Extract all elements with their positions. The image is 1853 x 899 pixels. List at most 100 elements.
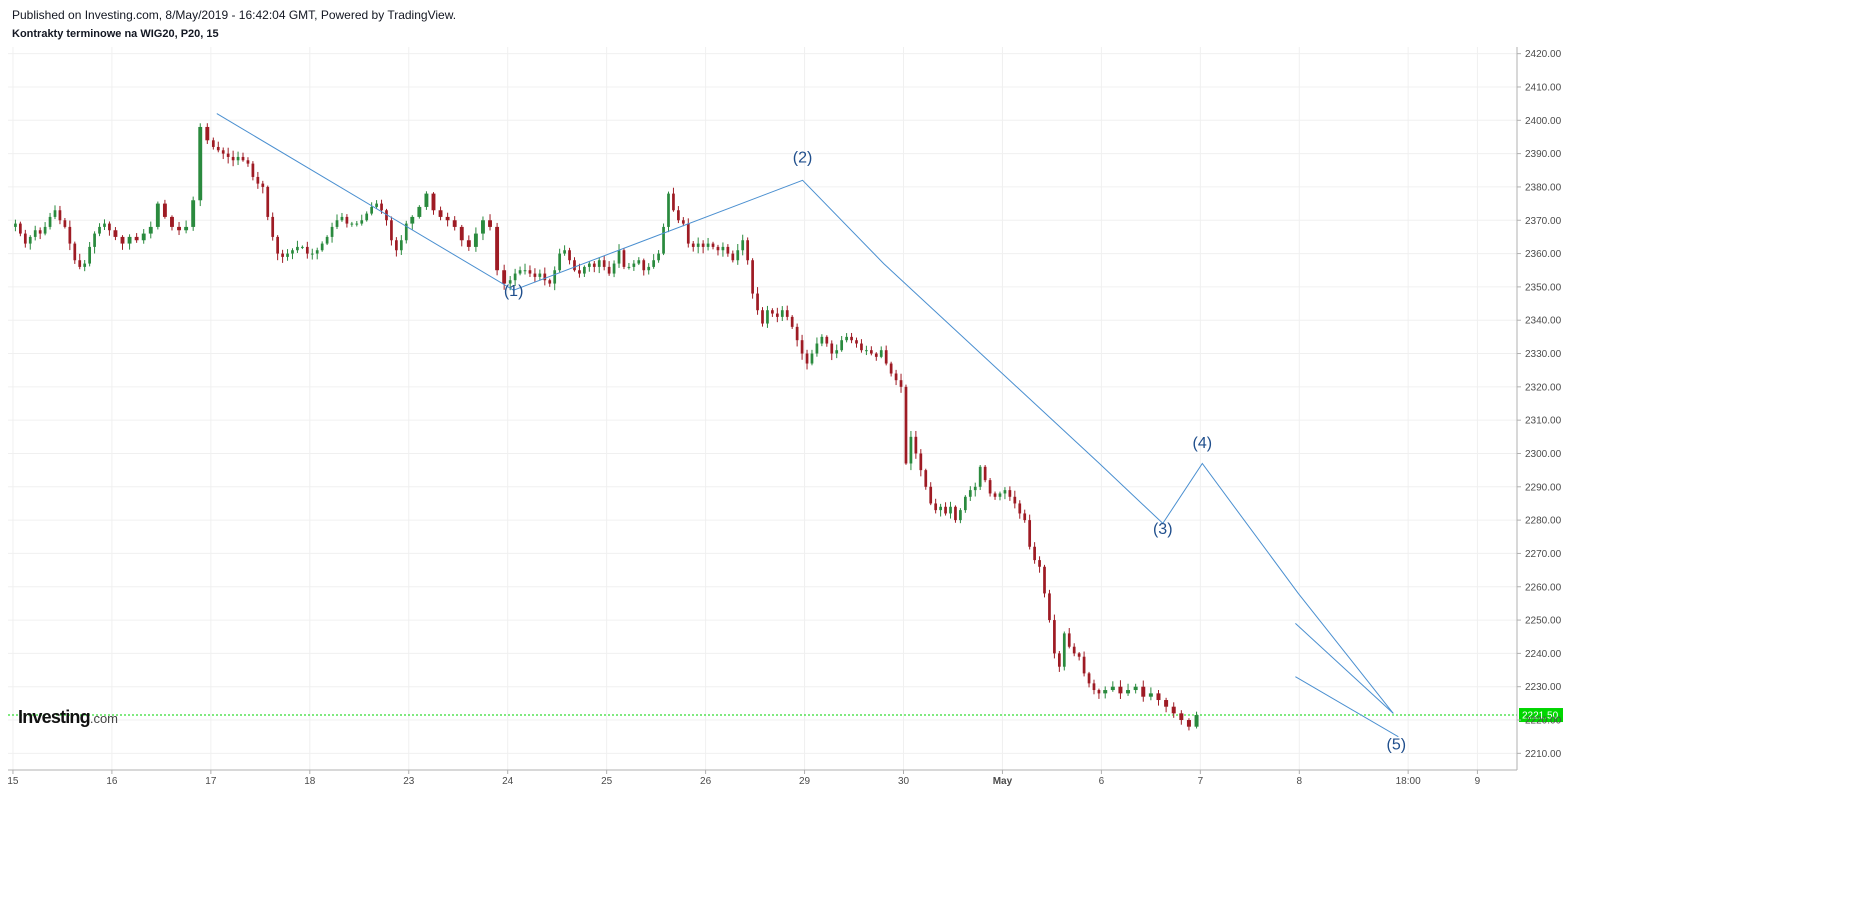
candle-body — [894, 373, 898, 381]
candle-body — [845, 336, 848, 341]
x-tick-label: 30 — [898, 776, 910, 787]
candle-body — [271, 216, 275, 237]
y-tick-label: 2210.00 — [1525, 749, 1562, 760]
x-tick-label: 18 — [304, 776, 316, 787]
candle-body — [211, 140, 215, 147]
candle-body — [642, 260, 646, 271]
candle-body — [170, 216, 174, 227]
y-tick-label: 2250.00 — [1525, 616, 1562, 627]
candle-body — [120, 236, 125, 244]
candle-body — [221, 150, 225, 154]
candle-body — [141, 233, 146, 241]
candle-body — [835, 350, 839, 354]
candle-body — [73, 243, 77, 261]
candle-body — [627, 266, 631, 268]
candle-body — [662, 226, 665, 254]
candle-body — [98, 226, 101, 234]
candle-body — [558, 253, 562, 271]
candle-body — [246, 160, 250, 164]
candle-body — [602, 260, 606, 267]
candle-body — [1062, 633, 1066, 667]
candle-body — [1179, 713, 1184, 721]
candle-body — [127, 236, 132, 244]
last-price-label: 2221.50 — [1522, 711, 1559, 722]
y-tick-label: 2290.00 — [1525, 482, 1562, 493]
candle-body — [746, 240, 750, 261]
candle-body — [587, 263, 591, 267]
candle-body — [1072, 646, 1076, 654]
candle-body — [681, 220, 685, 224]
candle-body — [1053, 620, 1056, 654]
candle-body — [1013, 496, 1017, 504]
candle-body — [973, 486, 977, 491]
candle-body — [592, 263, 596, 267]
candle-body — [686, 223, 690, 244]
candle-body — [88, 246, 91, 264]
candle-body — [874, 353, 878, 357]
candle-body — [607, 266, 611, 274]
candle-body — [191, 200, 196, 227]
candle-body — [667, 193, 670, 227]
candle-body — [365, 213, 369, 221]
candle-body — [756, 293, 759, 311]
x-tick-label: 18:00 — [1396, 776, 1421, 787]
candle-body — [825, 336, 829, 344]
candle-body — [1097, 690, 1101, 694]
candle-body — [241, 156, 245, 161]
candle-body — [38, 230, 42, 234]
candle-body — [855, 340, 858, 344]
candle-body — [998, 493, 1002, 497]
candle-body — [459, 226, 464, 241]
wave-label: (3) — [1153, 521, 1173, 538]
candle-body — [198, 126, 203, 201]
candle-body — [236, 156, 240, 161]
candle-body — [726, 246, 730, 254]
candle-body — [296, 246, 299, 251]
candle-body — [909, 436, 913, 464]
candle-body — [959, 510, 962, 521]
wave-label: (1) — [504, 283, 524, 300]
candle-body — [775, 313, 779, 317]
candle-body — [523, 270, 527, 272]
candle-body — [1171, 706, 1176, 714]
candle-body — [23, 233, 27, 244]
candle-body — [939, 506, 942, 511]
candle-body — [771, 310, 774, 314]
candle-body — [1186, 720, 1191, 727]
axes: 2210.00 2220.00 2230.00 2240.00 2250.00 2260.… — [7, 47, 1562, 787]
x-tick-label: 17 — [205, 776, 217, 787]
candle-body — [538, 273, 542, 277]
investing-logo: Investing.com — [18, 708, 118, 727]
candle-body — [1018, 503, 1022, 514]
candle-body — [805, 353, 809, 364]
y-tick-label: 2270.00 — [1525, 549, 1562, 560]
candle-body — [785, 310, 789, 317]
y-tick-label: 2260.00 — [1525, 582, 1562, 593]
candle-body — [840, 340, 844, 351]
wave-label: (4) — [1193, 435, 1213, 452]
candle-body — [424, 193, 429, 207]
candle-body — [983, 466, 987, 481]
candle-body — [706, 243, 710, 247]
candle-body — [711, 243, 715, 247]
candle-body — [949, 506, 952, 514]
candle-body — [860, 343, 863, 351]
candle-body — [751, 260, 754, 294]
candle-body — [815, 343, 819, 354]
candle-body — [533, 273, 537, 277]
y-tick-label: 2240.00 — [1525, 649, 1562, 660]
candle-body — [481, 220, 485, 234]
candle-body — [1057, 653, 1061, 667]
candle-body — [1043, 566, 1046, 594]
last-price-badge — [1519, 708, 1563, 723]
candle-body — [325, 236, 329, 244]
candle-body — [63, 220, 67, 227]
candle-body — [508, 280, 512, 284]
candle-body — [622, 250, 626, 267]
candle-body — [850, 336, 853, 341]
candle-body — [360, 220, 364, 224]
candle-body — [879, 350, 883, 357]
candle-body — [889, 363, 893, 374]
candle-body — [395, 240, 398, 251]
